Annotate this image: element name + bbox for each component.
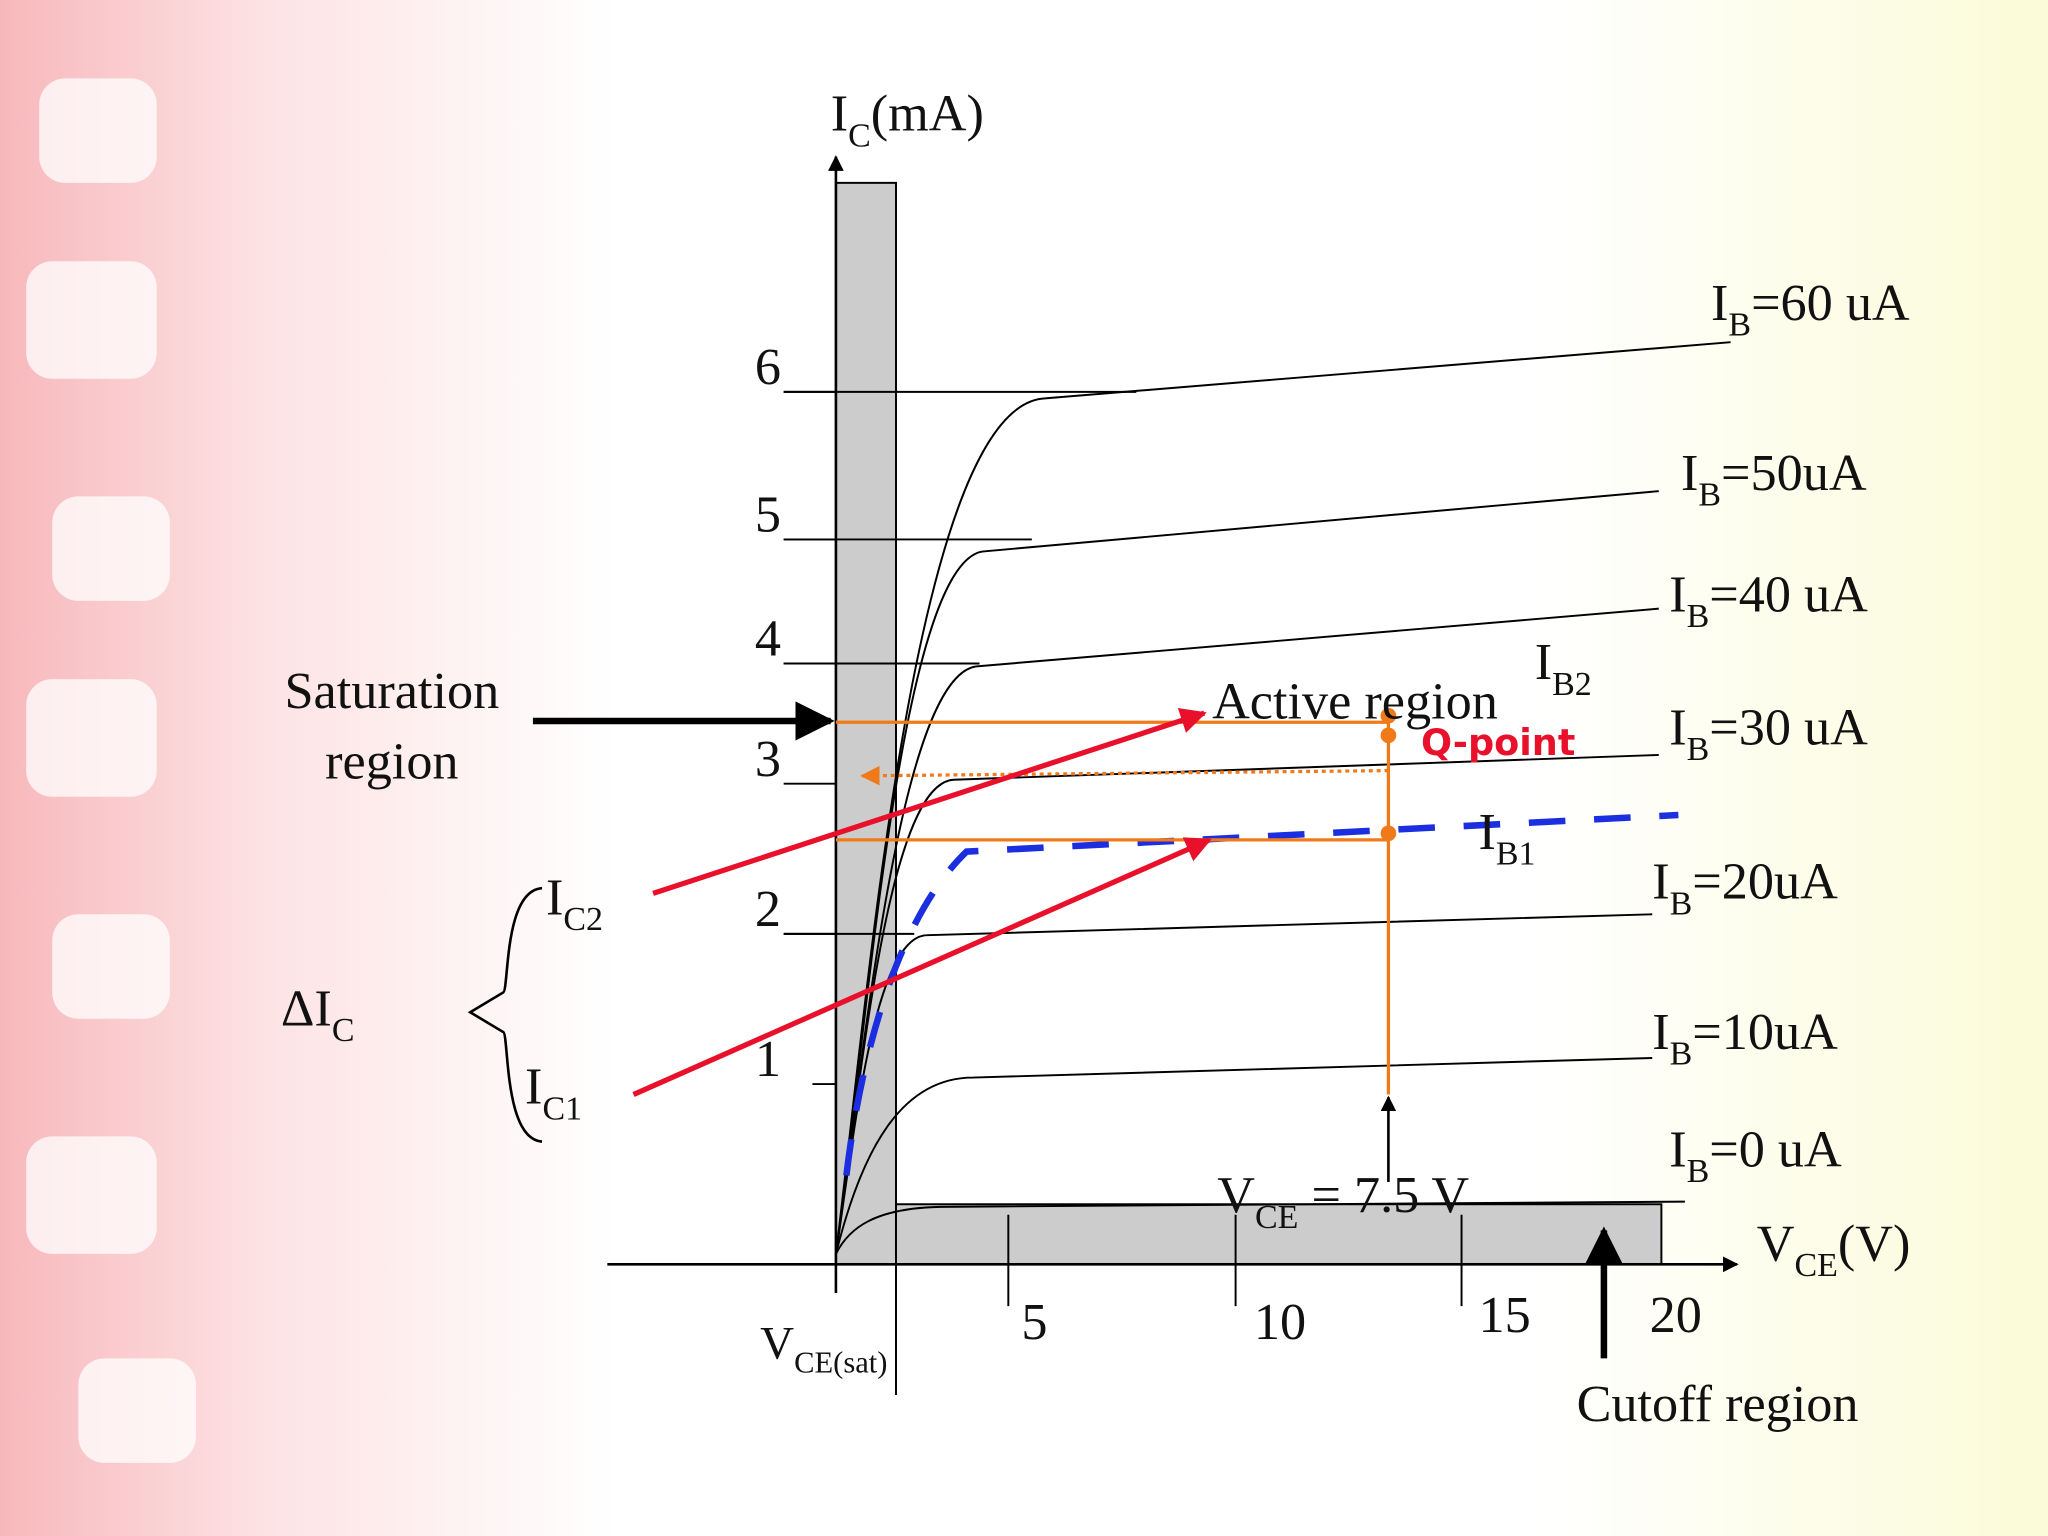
curve-label-main: I bbox=[1711, 274, 1728, 332]
q-point-lines bbox=[835, 715, 1391, 1095]
vce-q-label-main: V bbox=[1217, 1166, 1255, 1224]
x-axis-label-sub: CE bbox=[1794, 1247, 1837, 1284]
delta-ic-label-main: ΔI bbox=[281, 979, 332, 1037]
y-tick-label: 4 bbox=[755, 610, 781, 668]
curve-label-rest: =0 uA bbox=[1709, 1120, 1842, 1178]
ic1-arrow bbox=[632, 837, 1212, 1097]
curve-label: IB=20uA bbox=[1652, 853, 1838, 923]
vce-sat-label-sub: CE(sat) bbox=[794, 1345, 887, 1379]
curve-label-rest: =30 uA bbox=[1709, 698, 1868, 756]
vce-sat-label: VCE(sat) bbox=[760, 1317, 887, 1379]
y-tick-label: 2 bbox=[755, 880, 781, 938]
y-tick-label: 3 bbox=[755, 730, 781, 788]
curve-label: IB=10uA bbox=[1652, 1003, 1838, 1073]
curve-label-main: I bbox=[1681, 444, 1698, 502]
cutoff-region-label: Cutoff region bbox=[1577, 1375, 1859, 1433]
curve-label-main: I bbox=[1669, 565, 1686, 623]
y-tick-label: 6 bbox=[755, 338, 781, 396]
x-tick-label: 10 bbox=[1254, 1293, 1306, 1351]
ib2-label-sub: B2 bbox=[1552, 666, 1592, 703]
curve-label: IB=50uA bbox=[1681, 444, 1867, 514]
curve-label-main: I bbox=[1652, 853, 1669, 911]
x-tick-label: 15 bbox=[1479, 1286, 1531, 1344]
y-axis-label: IC(mA) bbox=[831, 85, 984, 155]
ic1-label-sub: C1 bbox=[542, 1090, 582, 1127]
curve-label-main: I bbox=[1669, 698, 1686, 756]
y-axis-label-sub: C bbox=[848, 117, 871, 154]
y-axis-label-main: I bbox=[831, 85, 848, 143]
ib2-label-main: I bbox=[1535, 633, 1552, 691]
vce-q-label-sub: CE bbox=[1255, 1199, 1298, 1236]
ic2-label-sub: C2 bbox=[563, 901, 603, 938]
x-ticks bbox=[1007, 1214, 1463, 1307]
curve-label-rest: =40 uA bbox=[1709, 565, 1868, 623]
ib1-label: IB1 bbox=[1479, 803, 1536, 873]
saturation-label: region bbox=[325, 732, 458, 790]
y-axis-label-rest: (mA) bbox=[871, 85, 984, 143]
delta-arrow bbox=[860, 765, 1389, 786]
q-point-label: Q-point bbox=[1421, 721, 1575, 764]
curve-label-sub: B bbox=[1670, 885, 1693, 922]
curve-label-sub: B bbox=[1728, 307, 1751, 344]
vce-q-label-rest: = 7.5 V bbox=[1298, 1166, 1469, 1224]
x-axis-label-rest: (V) bbox=[1838, 1214, 1911, 1272]
x-axis-label: VCE(V) bbox=[1757, 1214, 1911, 1284]
vce-q-label: VCE = 7.5 V bbox=[1217, 1166, 1469, 1236]
ic2-label-main: I bbox=[546, 868, 563, 926]
puzzle-decoration bbox=[26, 78, 196, 1463]
vce-sat-label-main: V bbox=[760, 1317, 794, 1369]
curve-label: IB=0 uA bbox=[1669, 1120, 1842, 1190]
q-point-marker bbox=[1380, 707, 1397, 724]
curve-label-rest: =60 uA bbox=[1751, 274, 1910, 332]
curve-label-main: I bbox=[1652, 1003, 1669, 1061]
curve-label-sub: B bbox=[1687, 1153, 1710, 1190]
curve-label-main: I bbox=[1669, 1120, 1686, 1178]
ic1-label-main: I bbox=[525, 1058, 542, 1116]
ib1-label-sub: B1 bbox=[1496, 836, 1536, 873]
x-tick-label: 5 bbox=[1021, 1293, 1047, 1351]
curve-label-rest: =10uA bbox=[1692, 1003, 1838, 1061]
curve-label-sub: B bbox=[1687, 731, 1710, 768]
curve-label: IB=40 uA bbox=[1669, 565, 1868, 635]
y-tick-label: 1 bbox=[755, 1030, 781, 1088]
curve-label-sub: B bbox=[1670, 1035, 1693, 1072]
delta-ic-label-sub: C bbox=[332, 1012, 355, 1049]
q-point-marker bbox=[1380, 727, 1397, 744]
active-region-label: Active region bbox=[1212, 672, 1498, 730]
x-tick-label: 20 bbox=[1650, 1286, 1702, 1344]
ic2-arrow bbox=[652, 708, 1207, 896]
curve-label-rest: =20uA bbox=[1692, 853, 1838, 911]
brace bbox=[467, 886, 543, 1143]
y-tick-label: 5 bbox=[755, 486, 781, 544]
curve-label-sub: B bbox=[1698, 476, 1721, 513]
ib2-label: IB2 bbox=[1535, 633, 1592, 703]
curve-label: IB=30 uA bbox=[1669, 698, 1868, 768]
x-axis-label-main: V bbox=[1757, 1214, 1795, 1272]
saturation-label: Saturation bbox=[284, 662, 499, 720]
ic1-label: IC1 bbox=[525, 1058, 582, 1128]
curve-label-sub: B bbox=[1687, 598, 1710, 635]
ib1-label-main: I bbox=[1479, 803, 1496, 861]
curve-label-rest: =50uA bbox=[1721, 444, 1867, 502]
ic2-label: IC2 bbox=[546, 868, 603, 938]
curve-label: IB=60 uA bbox=[1711, 274, 1910, 344]
q-point-marker bbox=[1380, 825, 1397, 842]
delta-ic-label: ΔIC bbox=[281, 979, 355, 1049]
